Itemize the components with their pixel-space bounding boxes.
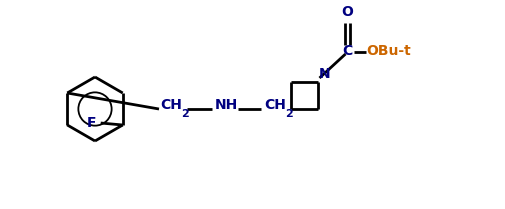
Text: N: N: [319, 67, 330, 81]
Text: CH: CH: [160, 98, 182, 112]
Text: O: O: [341, 5, 353, 19]
Text: F: F: [87, 116, 97, 130]
Text: OBu-t: OBu-t: [367, 44, 411, 58]
Text: CH: CH: [264, 98, 286, 112]
Text: 2: 2: [181, 109, 189, 119]
Text: 2: 2: [285, 109, 293, 119]
Text: C: C: [342, 44, 352, 58]
Text: NH: NH: [215, 98, 238, 112]
